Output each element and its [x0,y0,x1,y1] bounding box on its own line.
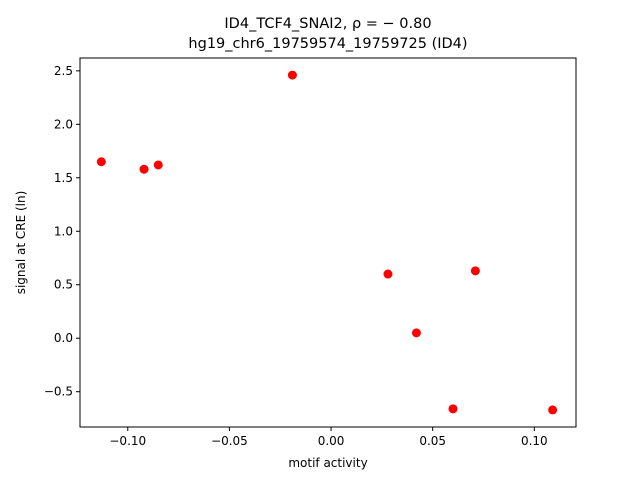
y-tick-label: 2.0 [54,117,73,131]
x-tick-label: 0.00 [318,434,345,448]
x-tick-label: 0.10 [521,434,548,448]
data-point [139,164,149,174]
data-point [448,404,458,414]
data-point [153,160,163,170]
y-tick-label: −0.5 [44,385,73,399]
y-tick-label: 0.0 [54,331,73,345]
x-tick-label: −0.05 [211,434,248,448]
data-point [96,157,106,167]
data-point [470,266,480,276]
y-tick-label: 0.5 [54,278,73,292]
chart-title-line-1: ID4_TCF4_SNAI2, ρ = − 0.80 [224,16,431,32]
x-tick-label: 0.05 [419,434,446,448]
y-tick-label: 2.5 [54,64,73,78]
data-point [287,70,297,80]
x-tick-label: −0.10 [109,434,146,448]
x-axis-label: motif activity [288,456,367,470]
plot-frame [79,57,577,428]
plot-area [96,70,558,415]
data-point [383,269,393,279]
y-tick-label: 1.5 [54,171,73,185]
y-axis-label: signal at CRE (ln) [14,191,28,295]
data-point [548,405,558,415]
data-point [411,328,421,338]
y-tick-label: 1.0 [54,224,73,238]
y-axis: −0.5 0.0 0.5 1.0 1.5 2.0 2.5 [44,64,80,399]
x-axis: −0.10 −0.05 0.00 0.05 0.10 [109,427,548,448]
chart-title-line-2: hg19_chr6_19759574_19759725 (ID4) [188,36,467,52]
